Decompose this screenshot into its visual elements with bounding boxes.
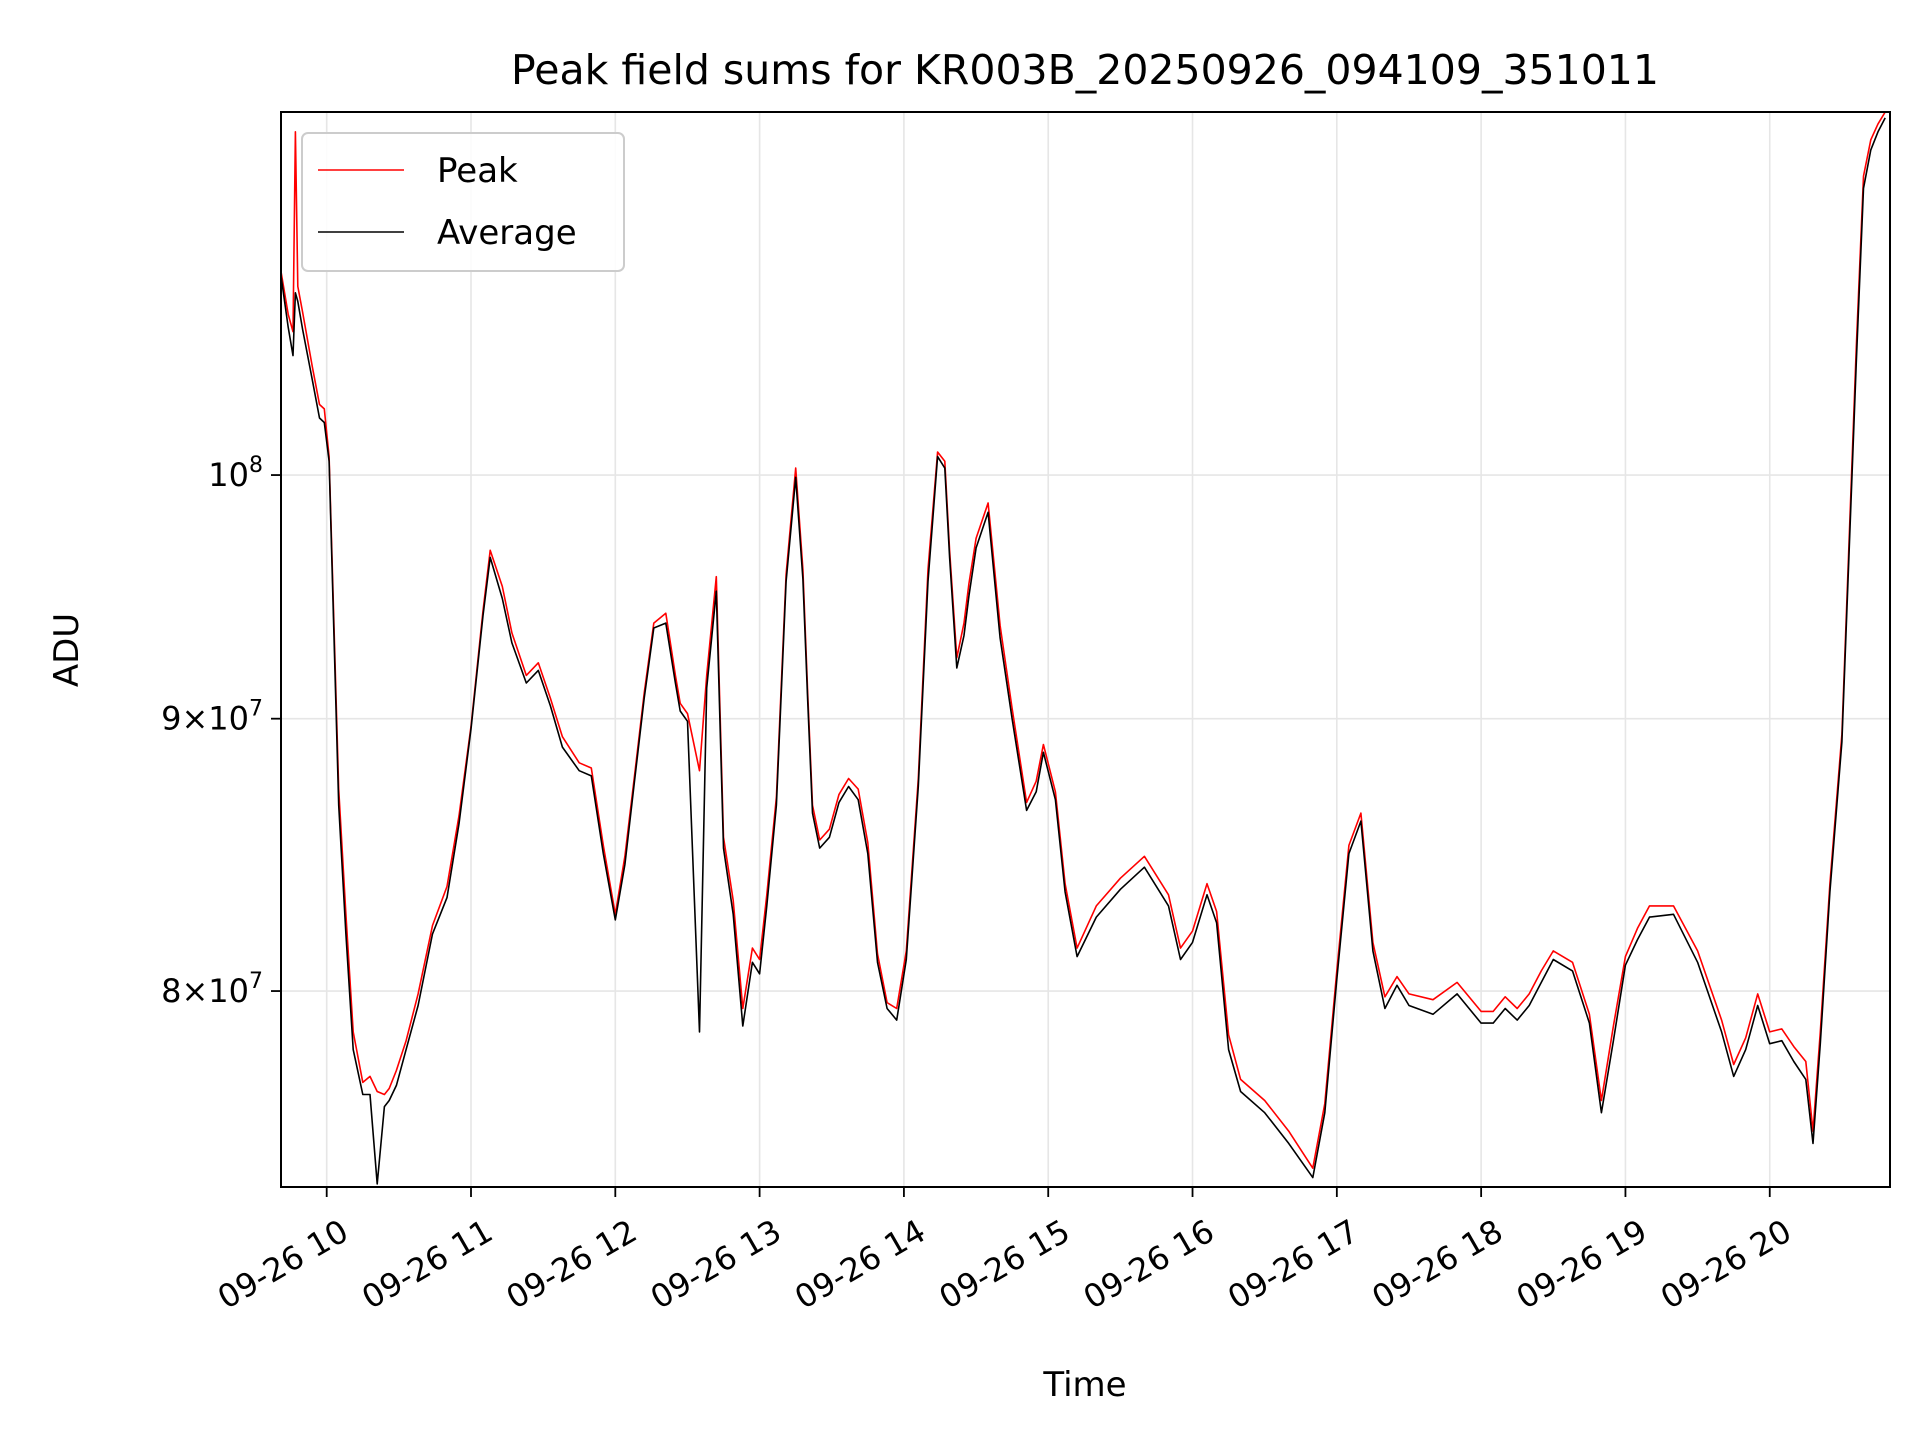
legend: Peak Average [301,132,625,272]
legend-average-label: Average [437,213,577,253]
grid-lines [281,112,1890,1187]
plot-series [280,111,1886,1185]
x-axis-label: Time [1042,1365,1126,1405]
y-tick-label: 8×107 [161,969,263,1010]
legend-peak-label: Peak [437,151,518,191]
series-line-average [280,117,1886,1185]
y-tick-label: 9×107 [161,697,263,738]
plot-frame [280,111,1891,1188]
y-tick-label: 108 [208,453,263,494]
chart-title: Peak field sums for KR003B_20250926_0941… [511,46,1659,94]
legend-box [301,132,625,272]
y-axis-ticks: 8×107 9×107 108 [161,453,281,1010]
y-axis-label: ADU [47,613,87,687]
